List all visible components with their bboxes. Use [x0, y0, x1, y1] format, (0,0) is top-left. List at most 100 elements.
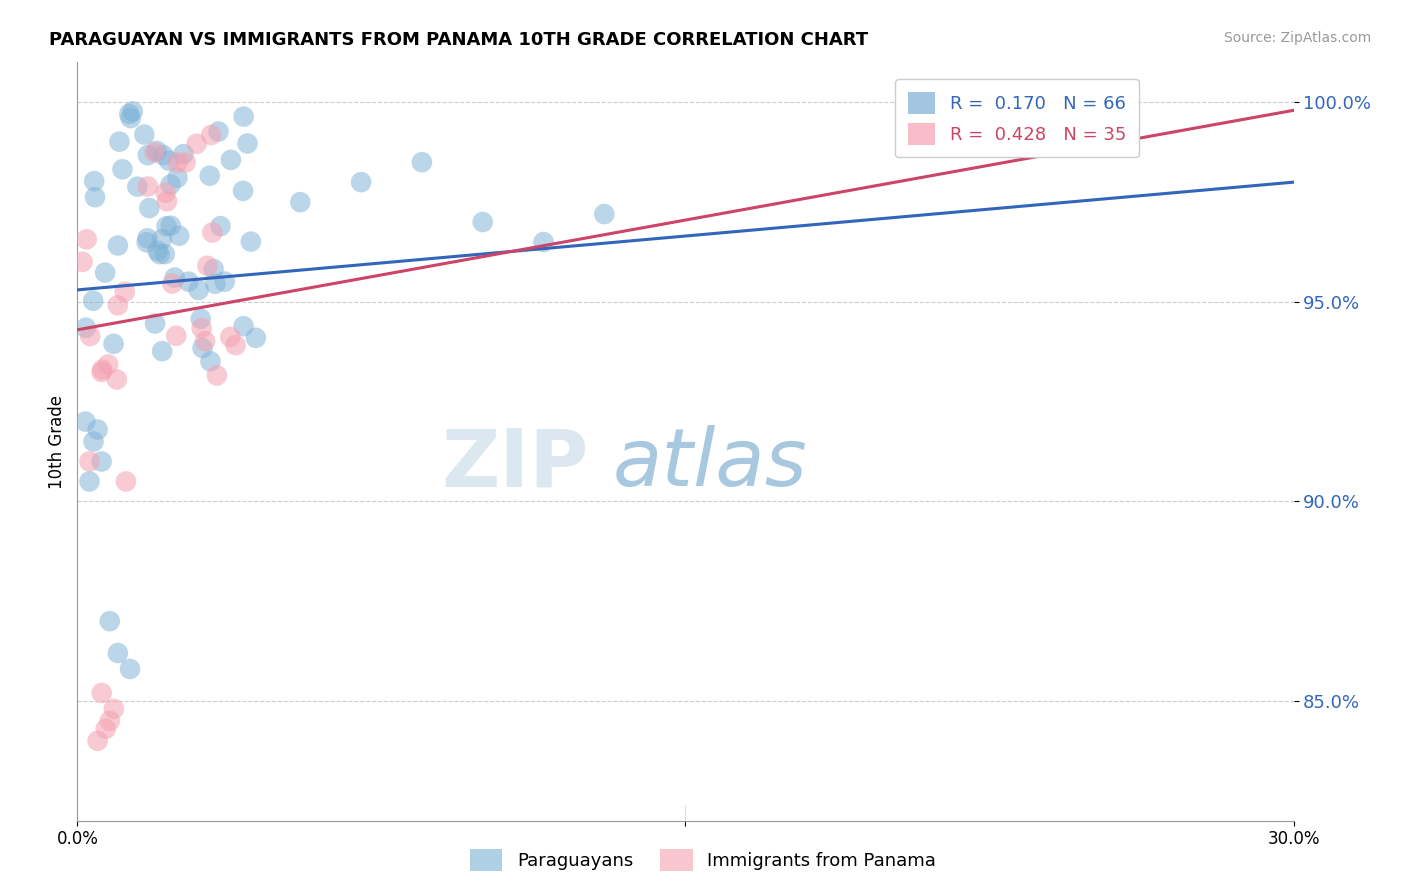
- Point: [136, 148, 159, 162]
- Point: [173, 147, 195, 161]
- Point: [90, 454, 112, 468]
- Point: [97, 358, 120, 372]
- Point: [90, 365, 112, 379]
- Point: [194, 334, 217, 348]
- Point: [75, 415, 97, 429]
- Point: [155, 219, 177, 234]
- Point: [165, 328, 187, 343]
- Point: [232, 319, 254, 334]
- Point: [91, 362, 114, 376]
- Point: [167, 228, 190, 243]
- Point: [471, 215, 494, 229]
- Point: [350, 175, 373, 189]
- Point: [90, 686, 112, 700]
- Point: [156, 194, 179, 209]
- Point: [136, 231, 159, 245]
- Point: [207, 125, 229, 139]
- Text: Source: ZipAtlas.com: Source: ZipAtlas.com: [1223, 31, 1371, 45]
- Point: [186, 136, 208, 151]
- Point: [150, 344, 173, 359]
- Point: [166, 170, 188, 185]
- Point: [162, 277, 184, 291]
- Point: [82, 293, 104, 308]
- Text: PARAGUAYAN VS IMMIGRANTS FROM PANAMA 10TH GRADE CORRELATION CHART: PARAGUAYAN VS IMMIGRANTS FROM PANAMA 10T…: [49, 31, 869, 49]
- Point: [1099, 99, 1122, 113]
- Point: [245, 331, 267, 345]
- Point: [103, 702, 125, 716]
- Point: [152, 148, 174, 162]
- Point: [121, 104, 143, 119]
- Point: [108, 135, 131, 149]
- Point: [134, 128, 156, 142]
- Point: [150, 232, 173, 246]
- Point: [209, 219, 232, 233]
- Point: [111, 162, 134, 177]
- Point: [204, 277, 226, 291]
- Point: [155, 186, 177, 200]
- Point: [103, 336, 125, 351]
- Point: [98, 714, 121, 728]
- Point: [163, 270, 186, 285]
- Point: [76, 232, 98, 246]
- Point: [107, 238, 129, 252]
- Point: [143, 317, 166, 331]
- Legend: R =  0.170   N = 66, R =  0.428   N = 35: R = 0.170 N = 66, R = 0.428 N = 35: [896, 79, 1139, 157]
- Point: [197, 259, 219, 273]
- Point: [239, 235, 262, 249]
- Point: [83, 174, 105, 188]
- Point: [219, 153, 242, 167]
- Point: [143, 145, 166, 160]
- Point: [205, 368, 228, 383]
- Point: [145, 144, 167, 158]
- Point: [232, 110, 254, 124]
- Point: [107, 646, 129, 660]
- Point: [149, 247, 172, 261]
- Point: [120, 111, 142, 125]
- Point: [75, 320, 97, 334]
- Point: [94, 722, 117, 736]
- Point: [236, 136, 259, 151]
- Point: [191, 341, 214, 355]
- Point: [153, 247, 176, 261]
- Point: [118, 107, 141, 121]
- Point: [79, 454, 101, 468]
- Point: [187, 283, 209, 297]
- Point: [107, 298, 129, 312]
- Point: [115, 475, 138, 489]
- Point: [72, 255, 94, 269]
- Point: [94, 266, 117, 280]
- Point: [105, 372, 128, 386]
- Text: ZIP: ZIP: [441, 425, 588, 503]
- Point: [219, 330, 242, 344]
- Y-axis label: 10th Grade: 10th Grade: [48, 394, 66, 489]
- Point: [135, 235, 157, 250]
- Point: [159, 178, 181, 192]
- Point: [201, 226, 224, 240]
- Point: [118, 662, 141, 676]
- Point: [157, 153, 180, 168]
- Point: [174, 155, 197, 169]
- Legend: Paraguayans, Immigrants from Panama: Paraguayans, Immigrants from Panama: [463, 842, 943, 879]
- Point: [127, 179, 149, 194]
- Point: [290, 195, 312, 210]
- Point: [200, 128, 222, 142]
- Point: [83, 434, 105, 449]
- Point: [79, 329, 101, 343]
- Point: [136, 179, 159, 194]
- Point: [200, 354, 222, 368]
- Point: [198, 169, 221, 183]
- Point: [202, 262, 225, 277]
- Point: [533, 235, 555, 249]
- Point: [225, 338, 247, 352]
- Point: [98, 614, 121, 628]
- Point: [86, 423, 108, 437]
- Point: [79, 475, 101, 489]
- Point: [1059, 103, 1081, 118]
- Point: [86, 734, 108, 748]
- Point: [146, 244, 169, 258]
- Text: atlas: atlas: [613, 425, 807, 503]
- Point: [138, 201, 160, 215]
- Point: [593, 207, 616, 221]
- Point: [84, 190, 107, 204]
- Point: [232, 184, 254, 198]
